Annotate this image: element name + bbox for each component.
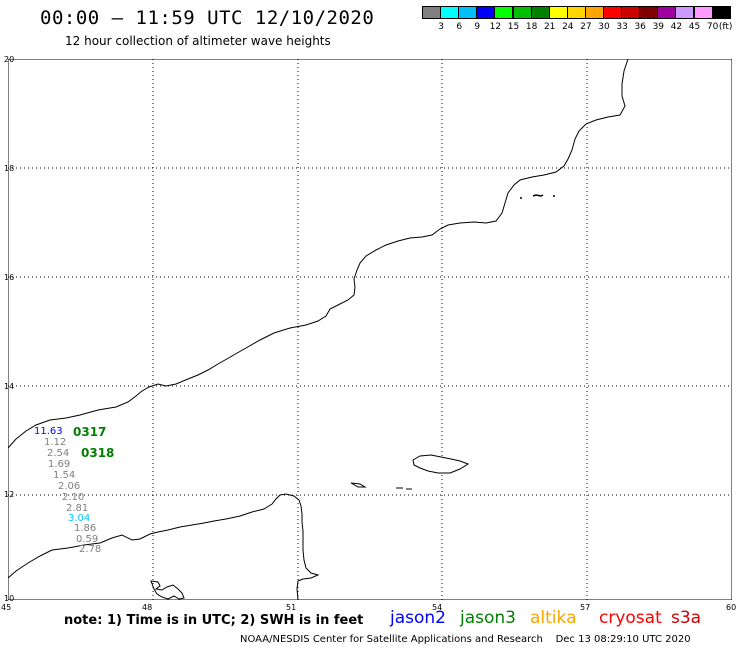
- pass-time-label: 0318: [81, 446, 115, 460]
- colorbar-label: 45: [688, 22, 701, 32]
- colorbar-swatch: [711, 6, 731, 19]
- colorbar-swatch: [657, 6, 677, 19]
- colorbar-unit: (ft): [718, 22, 733, 32]
- latitude-label: 14: [4, 382, 15, 391]
- colorbar-label: 39: [652, 22, 665, 32]
- socotra-island: [412, 454, 470, 474]
- satellite-legend-s3a: s3a: [671, 608, 702, 628]
- latitude-label: 12: [4, 490, 15, 499]
- colorbar-label: 12: [489, 22, 502, 32]
- colorbar-label: 33: [616, 22, 628, 32]
- latitude-label: 10: [4, 594, 15, 603]
- colorbar-label: 42: [670, 22, 683, 32]
- colorbar-swatch: [603, 6, 623, 19]
- map-subtitle: 12 hour collection of altimeter wave hei…: [65, 34, 331, 48]
- colorbar-swatch: [422, 6, 442, 19]
- credit-line: NOAA/NESDIS Center for Satellite Applica…: [240, 634, 691, 645]
- colorbar-label: 6: [456, 22, 463, 32]
- latitude-label: 20: [4, 55, 15, 64]
- wave-height-value: 1.86: [74, 523, 97, 534]
- colorbar-label: 21: [543, 22, 556, 32]
- longitude-label: 57: [580, 603, 591, 612]
- altimeter-map: [8, 59, 732, 600]
- wave-height-value: 1.12: [44, 437, 67, 448]
- colorbar-swatch: [639, 6, 659, 19]
- colorbar-swatch: [494, 6, 514, 19]
- pass-time-label: 0317: [73, 425, 107, 439]
- colorbar-swatch: [675, 6, 695, 19]
- wave-height-value: 1.69: [48, 459, 71, 470]
- wave-height-value: 2.54: [47, 448, 70, 459]
- abd-al-kuri-island: [350, 482, 367, 488]
- satellite-legend-altika: altika: [530, 608, 577, 628]
- satellite-legend-cryosat: cryosat: [599, 608, 662, 628]
- wave-height-value: 3.04: [68, 513, 91, 524]
- colorbar-swatch: [548, 6, 568, 19]
- wave-height-value: 11.63: [34, 426, 63, 437]
- colorbar-swatch: [458, 6, 478, 19]
- colorbar-label: 30: [598, 22, 610, 32]
- longitude-label: 48: [142, 603, 153, 612]
- colorbar-label: 15: [507, 22, 520, 32]
- colorbar-label: 27: [580, 22, 592, 32]
- graticule: [8, 59, 732, 600]
- units-note: note: 1) Time is in UTC; 2) SWH is in fe…: [64, 613, 364, 628]
- somali-coastline: [8, 493, 320, 600]
- satellite-legend-jason2: jason2: [390, 608, 446, 628]
- samhah-island: [396, 487, 412, 490]
- colorbar-label: 9: [474, 22, 481, 32]
- colorbar-swatch: [530, 6, 550, 19]
- wave-height-value: 2.06: [58, 481, 81, 492]
- latitude-label: 18: [4, 164, 15, 173]
- kuria-muria-islands: [520, 194, 555, 199]
- colorbar-label: 70: [706, 22, 719, 32]
- map-frame: [8, 59, 732, 600]
- somali-inland-lakes: [150, 580, 185, 600]
- wave-height-value: 0.59: [76, 534, 99, 545]
- wave-height-value: 1.54: [53, 470, 76, 481]
- colorbar-swatch: [476, 6, 496, 19]
- longitude-label: 60: [726, 603, 737, 612]
- latitude-label: 16: [4, 273, 15, 282]
- credit-timestamp: Dec 13 08:29:10 UTC 2020: [555, 634, 691, 645]
- satellite-legend-jason3: jason3: [460, 608, 516, 628]
- wave-height-value: 2.81: [66, 503, 89, 514]
- longitude-label: 51: [286, 603, 297, 612]
- colorbar-swatch: [440, 6, 460, 19]
- wave-height-value: 2.78: [79, 544, 102, 555]
- map-title: 00:00 – 11:59 UTC 12/10/2020: [40, 7, 375, 29]
- colorbar-swatch: [512, 6, 532, 19]
- longitude-label: 45: [1, 603, 12, 612]
- wave-height-value: 2.10: [62, 492, 85, 503]
- colorbar-swatch: [621, 6, 641, 19]
- colorbar-label: 36: [634, 22, 646, 32]
- colorbar-swatch: [566, 6, 586, 19]
- colorbar-label: 24: [562, 22, 574, 32]
- credit-org: NOAA/NESDIS Center for Satellite Applica…: [240, 634, 543, 645]
- longitude-label: 54: [432, 603, 443, 612]
- colorbar-label: 18: [525, 22, 538, 32]
- colorbar-swatch: [584, 6, 604, 19]
- colorbar-label: 3: [438, 22, 444, 32]
- colorbar-swatch: [693, 6, 713, 19]
- arabian-coastline: [8, 59, 629, 449]
